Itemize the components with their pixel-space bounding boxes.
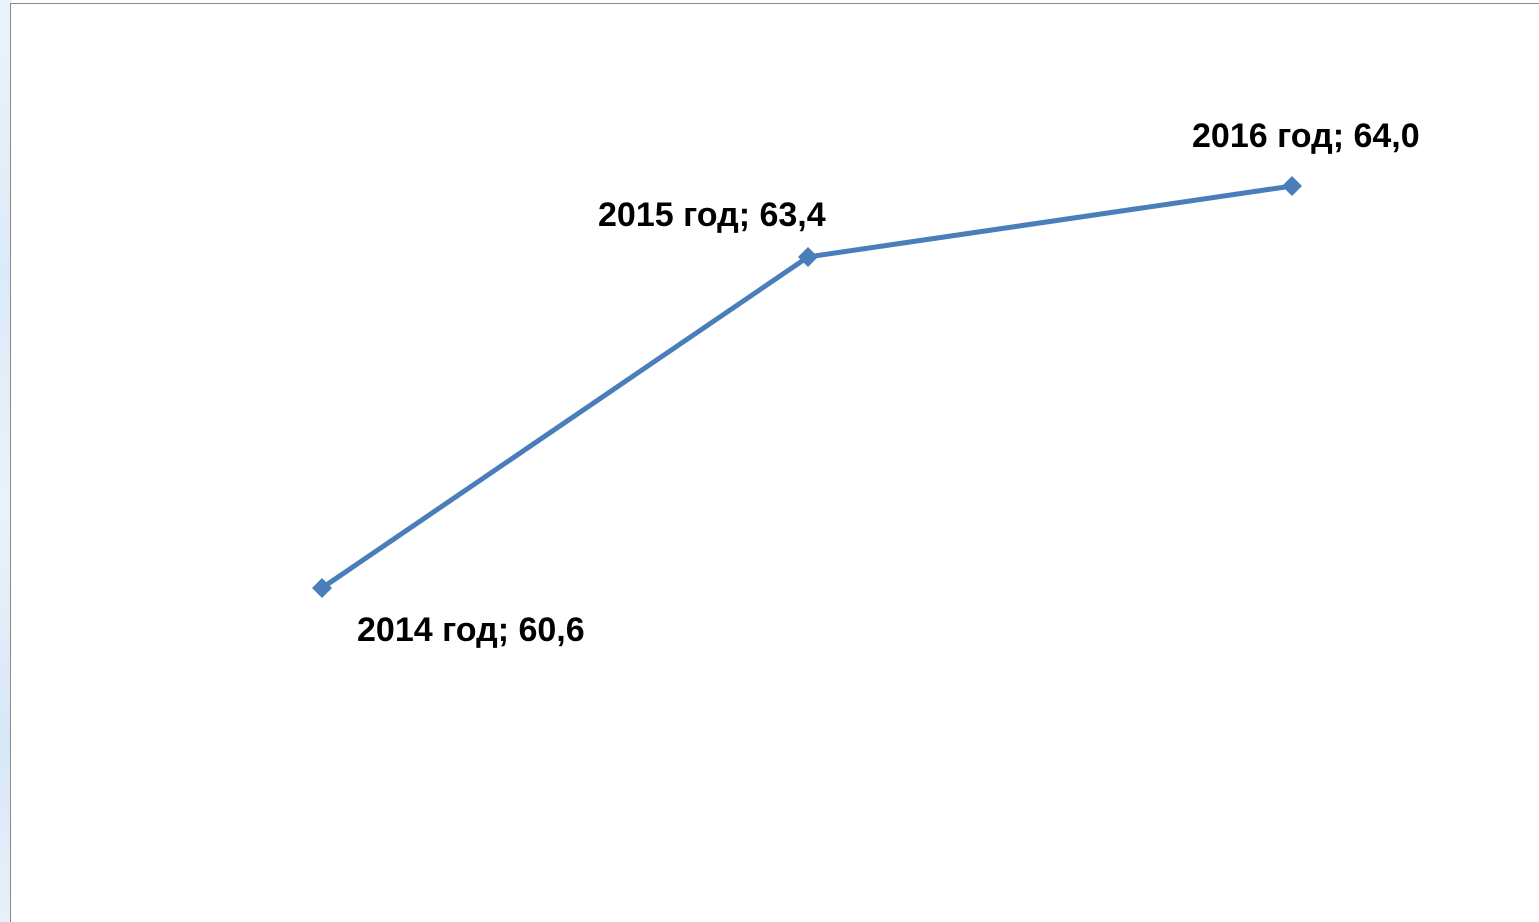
data-label-2: 2015 год; 63,4 [598, 196, 826, 234]
series-layer [319, 183, 1295, 591]
data-label-layer: 2014 год; 60,6 2015 год; 63,4 2016 год; 64… [357, 117, 1420, 649]
data-point-marker-1 [312, 578, 332, 598]
series-line-segment-2 [805, 183, 1295, 260]
data-point-marker-3 [1282, 176, 1302, 196]
chart-frame [10, 3, 1539, 922]
data-point-marker-2 [798, 246, 818, 267]
data-label-3: 2016 год; 64,0 [1192, 117, 1420, 155]
marker-layer [312, 176, 1302, 598]
data-label-1: 2014 год; 60,6 [357, 611, 585, 649]
background-strip [0, 0, 12, 922]
series-line-segment-1 [319, 254, 811, 591]
